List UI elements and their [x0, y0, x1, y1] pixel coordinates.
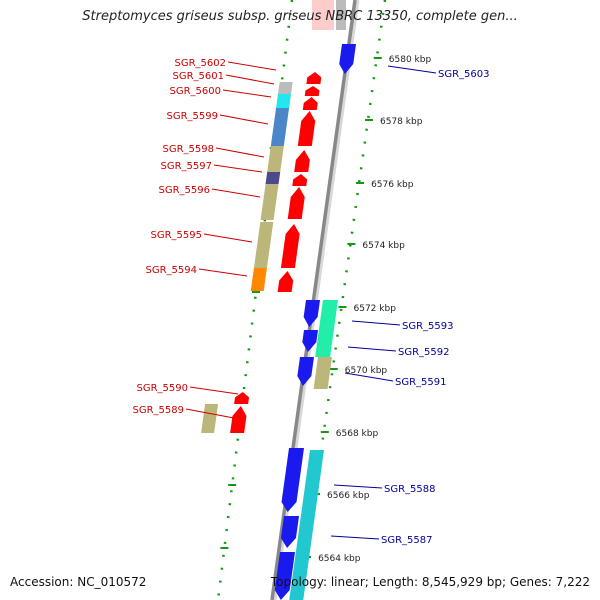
forward-gene-arrow: [297, 111, 316, 146]
forward-gene-arrow: [230, 406, 247, 433]
forward-gene-arrow: [304, 86, 320, 96]
gene-label-forward: SGR_5589: [133, 405, 185, 416]
function-block: [276, 94, 291, 108]
gene-leader-line: [213, 164, 263, 173]
gene-label-reverse: SGR_5592: [398, 347, 450, 358]
reverse-gene-arrow: [303, 300, 320, 327]
gene-label-forward: SGR_5602: [175, 58, 227, 69]
gene-label-forward: SGR_5598: [163, 144, 215, 155]
gene-label-reverse: SGR_5603: [438, 69, 490, 80]
accession-label: Accession: NC_010572: [10, 575, 147, 589]
topology-label: Topology: linear; Length: 8,545,929 bp; …: [270, 575, 590, 589]
reverse-gene-arrow: [302, 330, 318, 352]
scale-label: 6568 kbp: [336, 429, 379, 439]
reverse-gene-arrow: [281, 448, 304, 512]
scale-label: 6570 kbp: [345, 366, 388, 376]
function-block: [260, 184, 279, 220]
gene-leader-line: [227, 61, 277, 71]
scale-label: 6576 kbp: [371, 180, 414, 190]
forward-gene-arrow: [292, 174, 308, 186]
forward-gene-arrow: [280, 224, 300, 268]
gene-label-forward: SGR_5596: [159, 185, 211, 196]
map-title: Streptomyces griseus subsp. griseus NBRC…: [82, 9, 518, 24]
gene-label-reverse: SGR_5591: [395, 377, 447, 388]
gene-leader-line: [344, 372, 394, 382]
gene-label-forward: SGR_5590: [137, 383, 189, 394]
gene-leader-line: [203, 233, 253, 243]
gene-leader-line: [330, 535, 380, 540]
function-block: [277, 82, 293, 94]
gene-block-fragment: [336, 0, 346, 30]
function-block: [201, 404, 219, 433]
function-block: [267, 146, 284, 172]
gene-label-reverse: SGR_5587: [381, 535, 433, 546]
gene-label-forward: SGR_5595: [151, 230, 203, 241]
function-block: [313, 357, 332, 389]
gene-leader-line: [222, 89, 272, 98]
function-block: [315, 300, 338, 357]
gene-leader-line: [211, 188, 261, 198]
reverse-gene-arrow: [274, 552, 295, 600]
function-block: [250, 268, 267, 291]
forward-gene-arrow: [294, 150, 310, 172]
reverse-gene-arrow: [297, 357, 314, 386]
function-block: [289, 450, 324, 600]
scale-label: 6566 kbp: [327, 491, 370, 501]
gene-label-forward: SGR_5600: [170, 86, 222, 97]
scale-label: 6564 kbp: [318, 554, 361, 564]
gene-leader-line: [225, 74, 275, 85]
scale-label: 6572 kbp: [354, 304, 397, 314]
forward-gene-arrow: [287, 187, 305, 219]
gene-leader-line: [215, 147, 265, 158]
gene-leader-line: [333, 484, 383, 489]
gene-block-fragment: [312, 0, 334, 30]
gene-leader-line: [185, 408, 235, 419]
gene-leader-line: [387, 65, 437, 74]
scale-label: 6578 kbp: [380, 117, 423, 127]
function-block: [270, 108, 290, 146]
forward-gene-arrow: [302, 97, 318, 110]
function-block: [253, 222, 274, 268]
forward-gene-arrow: [277, 271, 294, 292]
gene-label-forward: SGR_5594: [146, 265, 198, 276]
gene-leader-line: [198, 268, 248, 277]
gene-leader-line: [351, 320, 401, 326]
gene-leader-line: [347, 346, 397, 352]
gene-label-reverse: SGR_5588: [384, 484, 436, 495]
reverse-gene-arrow: [280, 516, 299, 548]
scale-label: 6574 kbp: [362, 241, 405, 251]
gene-label-forward: SGR_5597: [161, 161, 213, 172]
gene-label-forward: SGR_5601: [173, 71, 225, 82]
function-block: [265, 172, 281, 184]
gene-leader-line: [219, 114, 269, 125]
scale-label: 6580 kbp: [389, 55, 432, 65]
gene-label-forward: SGR_5599: [167, 111, 219, 122]
gene-leader-line: [189, 386, 239, 395]
forward-gene-arrow: [306, 72, 322, 84]
gene-label-reverse: SGR_5593: [402, 321, 454, 332]
reverse-gene-arrow: [339, 44, 356, 74]
forward-gene-arrow: [234, 392, 250, 404]
